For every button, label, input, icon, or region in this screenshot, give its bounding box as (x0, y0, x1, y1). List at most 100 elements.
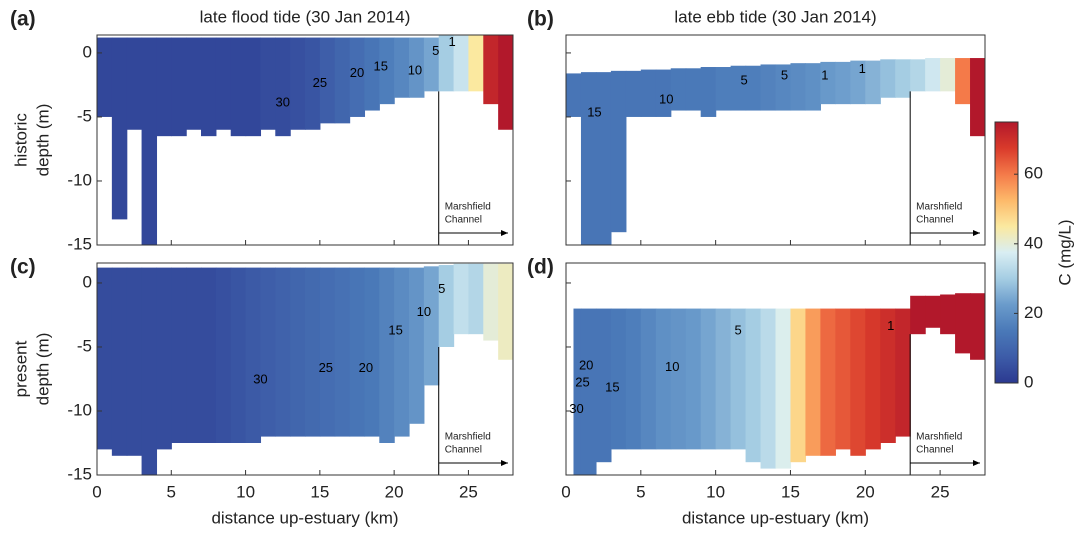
y-axis-label: present (11, 340, 30, 397)
contour-label: 10 (408, 62, 422, 77)
x-tick-label: 0 (561, 482, 570, 501)
concentration-column (498, 35, 513, 130)
concentration-column (409, 37, 425, 98)
concentration-column (573, 308, 582, 475)
concentration-column (655, 308, 672, 450)
concentration-column (760, 308, 777, 469)
concentration-column (186, 267, 202, 443)
concentration-column (126, 37, 143, 130)
concentration-column (655, 69, 672, 117)
axes-frame (96, 262, 514, 476)
concentration-column (940, 58, 956, 92)
concentration-column (835, 308, 851, 450)
panel-title: late flood tide (30 Jan 2014) (200, 7, 411, 26)
concentration-column (610, 70, 627, 233)
concentration-column (685, 68, 702, 111)
contour-label: 10 (665, 359, 679, 374)
concentration-column (925, 58, 941, 92)
contour-label: 5 (734, 322, 741, 337)
concentration-column (700, 308, 717, 450)
concentration-column (379, 267, 395, 443)
concentration-column (850, 60, 866, 105)
x-tick-label: 5 (636, 482, 645, 501)
panel-label: (d) (527, 256, 554, 279)
concentration-column (260, 267, 276, 437)
concentration-column (805, 308, 821, 456)
contour-label: 1 (821, 67, 828, 82)
concentration-column (955, 58, 971, 105)
contour-label: 15 (605, 379, 619, 394)
concentration-column (379, 37, 395, 105)
x-tick-label: 15 (781, 482, 800, 501)
concentration-column (186, 37, 202, 130)
y-tick-label: -10 (67, 170, 92, 189)
x-tick-label: 0 (92, 482, 101, 501)
contour-label: 25 (319, 360, 333, 375)
concentration-column (290, 37, 306, 130)
contour-label: 20 (359, 360, 373, 375)
axes-frame (565, 262, 986, 476)
concentration-column (111, 267, 128, 456)
contour-label: 5 (781, 67, 788, 82)
concentration-column (715, 67, 732, 111)
plot-area (97, 35, 513, 245)
concentration-column (940, 294, 956, 335)
concentration-column (483, 35, 499, 105)
concentration-column (201, 37, 217, 137)
concentration-column (126, 267, 143, 456)
contour-label: 15 (587, 105, 601, 120)
panel-title: late ebb tide (30 Jan 2014) (674, 7, 876, 26)
concentration-column (111, 37, 128, 220)
concentration-column (171, 267, 187, 443)
concentration-column (290, 267, 306, 437)
contour-label: 20 (579, 358, 593, 373)
concentration-column (775, 308, 792, 469)
contour-label: 10 (417, 304, 431, 319)
contour-label: 15 (374, 58, 388, 73)
panel-label: (b) (527, 8, 554, 31)
y-tick-label: -10 (67, 400, 92, 419)
concentration-column (156, 267, 172, 450)
concentration-column (275, 267, 291, 437)
y-tick-label: -15 (67, 464, 92, 483)
contour-label: 25 (575, 374, 589, 389)
concentration-column (625, 70, 642, 117)
concentration-column (895, 59, 911, 98)
concentration-column (171, 37, 187, 137)
concentration-column (215, 37, 232, 130)
concentration-column (349, 267, 366, 437)
concentration-column (319, 267, 336, 437)
concentration-column (334, 37, 351, 124)
y-tick-label: -5 (77, 336, 92, 355)
concentration-column (349, 37, 366, 117)
concentration-column (955, 293, 971, 354)
axes-frame (96, 34, 514, 246)
concentration-column (438, 265, 455, 347)
concentration-column (850, 308, 866, 456)
contour-label: 25 (313, 75, 327, 90)
channel-label: Channel (916, 215, 953, 226)
colorbar-label: C (mg/L) (1055, 219, 1074, 285)
concentration-column (319, 37, 336, 124)
concentration-column (245, 267, 262, 443)
concentration-column (805, 63, 821, 111)
concentration-column (610, 308, 627, 450)
concentration-column (394, 267, 410, 437)
concentration-column (820, 308, 836, 456)
concentration-column (880, 308, 896, 443)
channel-label: Channel (445, 445, 482, 456)
concentration-column (700, 67, 717, 117)
concentration-column (409, 267, 425, 424)
contour-label: 30 (275, 94, 289, 109)
concentration-column (498, 263, 513, 360)
contour-label: 20 (350, 65, 364, 80)
concentration-column (483, 263, 499, 341)
x-tick-label: 10 (236, 482, 255, 501)
x-tick-label: 5 (167, 482, 176, 501)
concentration-column (305, 267, 321, 437)
concentration-column (423, 37, 440, 92)
concentration-column (760, 64, 777, 111)
plot-area (573, 293, 985, 475)
concentration-column (685, 308, 702, 450)
concentration-column (730, 308, 747, 450)
